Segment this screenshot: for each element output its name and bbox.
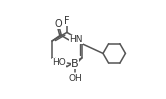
Text: F: F <box>64 16 70 26</box>
Text: OH: OH <box>69 74 83 83</box>
Text: HN: HN <box>69 35 83 44</box>
Text: O: O <box>54 19 62 29</box>
Text: B: B <box>71 59 79 69</box>
Text: HO: HO <box>52 58 66 67</box>
